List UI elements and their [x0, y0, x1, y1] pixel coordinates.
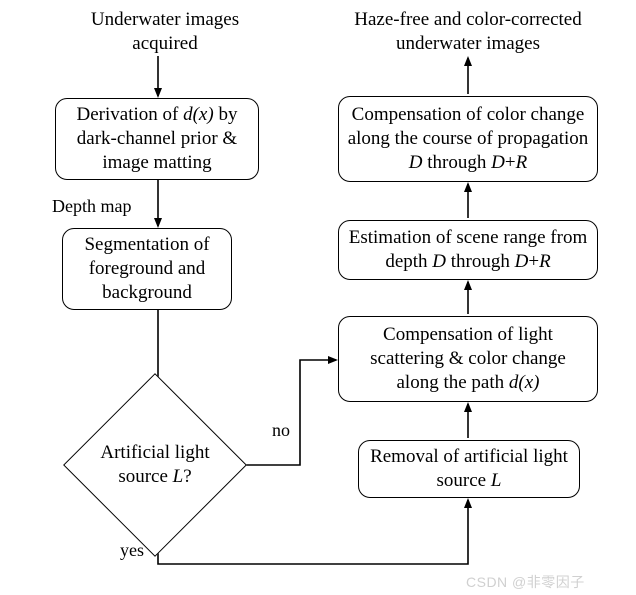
node-removal-label: Removal of artificial light source L	[367, 445, 571, 493]
node-start-left-label: Underwater images acquired	[91, 9, 239, 54]
node-segmentation: Segmentation of foreground and backgroun…	[62, 228, 232, 310]
edge-label-yes: yes	[120, 540, 144, 561]
node-decision: Artificial light source L?	[90, 400, 220, 530]
node-removal: Removal of artificial light source L	[358, 440, 580, 498]
edge-label-no: no	[272, 420, 290, 441]
node-end-right: Haze-free and color-corrected underwater…	[338, 8, 598, 56]
flowchart-container: Underwater images acquired Derivation of…	[0, 0, 636, 595]
node-comp-color: Compensation of color change along the c…	[338, 96, 598, 182]
edge	[222, 360, 336, 465]
node-decision-label: Artificial light source L?	[90, 400, 220, 530]
watermark: CSDN @非零因子	[466, 572, 585, 592]
node-est-range: Estimation of scene range from depth D t…	[338, 220, 598, 280]
node-comp-scatter: Compensation of light scattering & color…	[338, 316, 598, 402]
node-segmentation-label: Segmentation of foreground and backgroun…	[71, 233, 223, 304]
node-comp-color-label: Compensation of color change along the c…	[347, 103, 589, 174]
node-comp-scatter-label: Compensation of light scattering & color…	[347, 323, 589, 394]
node-end-right-label: Haze-free and color-corrected underwater…	[354, 9, 581, 54]
node-derivation-label: Derivation of d(x) by dark-channel prior…	[64, 103, 250, 174]
node-est-range-label: Estimation of scene range from depth D t…	[347, 226, 589, 274]
edge-label-depth-map: Depth map	[52, 196, 131, 217]
node-derivation: Derivation of d(x) by dark-channel prior…	[55, 98, 259, 180]
node-start-left: Underwater images acquired	[60, 8, 270, 56]
